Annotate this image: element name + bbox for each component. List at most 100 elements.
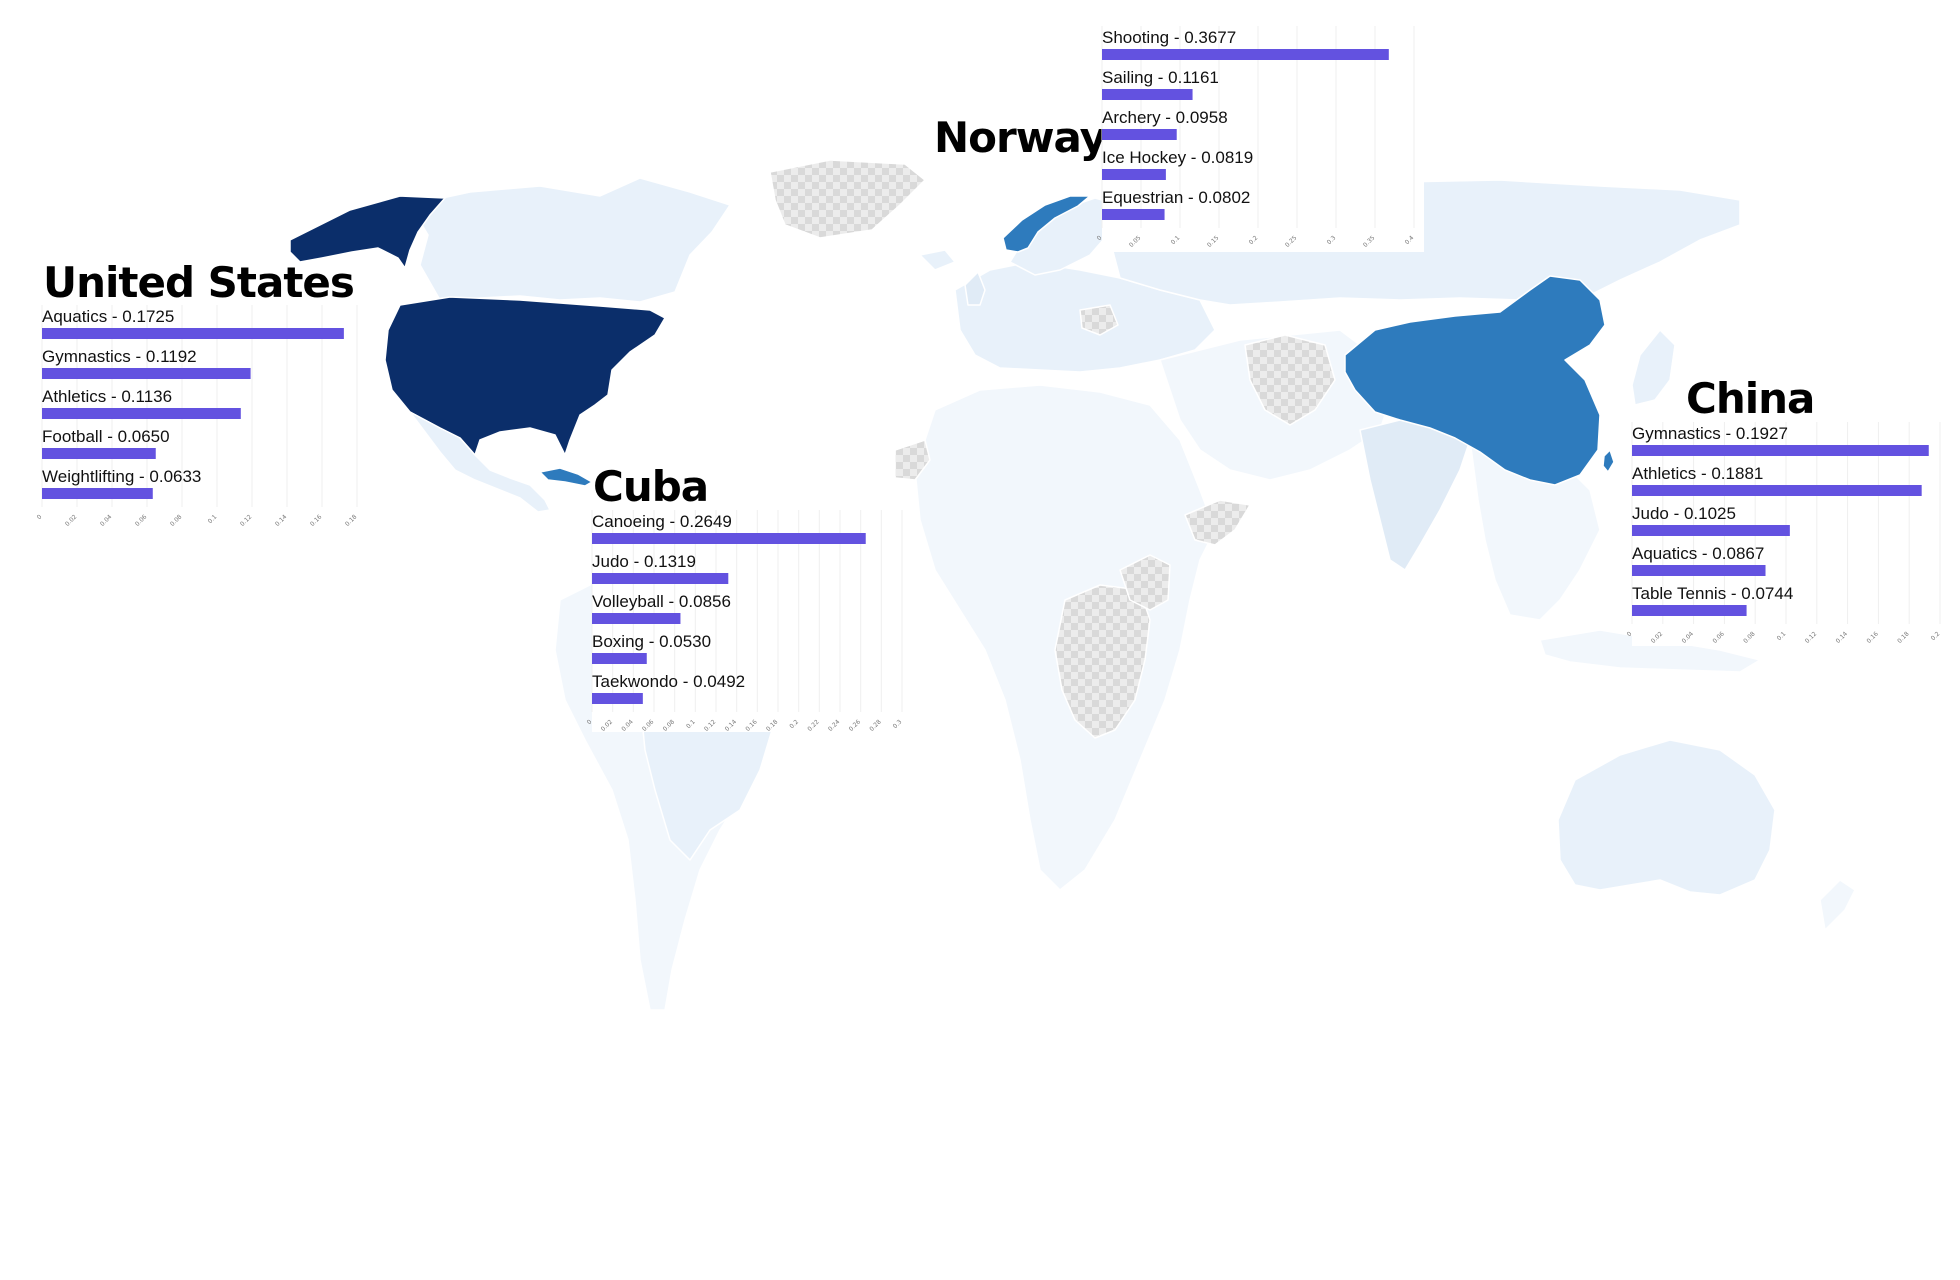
tick-label: 0.02 bbox=[1650, 630, 1665, 645]
bar-label-archery: Archery - 0.0958 bbox=[1102, 108, 1228, 127]
tick-label: 0.1 bbox=[685, 718, 697, 730]
taiwan-shape[interactable] bbox=[1602, 449, 1615, 473]
tick-label: 0.3 bbox=[892, 718, 904, 730]
tick-label: 0.1 bbox=[1170, 234, 1182, 246]
tick-label: 0.3 bbox=[1326, 234, 1338, 246]
tick-label: 0.14 bbox=[724, 718, 739, 733]
tick-label: 0.06 bbox=[1711, 630, 1726, 645]
norway-title: Norway bbox=[934, 113, 1107, 162]
bar-gymnastics[interactable] bbox=[1632, 445, 1929, 456]
bar-equestrian[interactable] bbox=[1102, 209, 1165, 220]
alaska-shape[interactable] bbox=[289, 195, 446, 269]
tick-label: 0.24 bbox=[827, 718, 842, 733]
bar-gymnastics[interactable] bbox=[42, 368, 251, 379]
tick-label: 0.12 bbox=[703, 718, 718, 733]
tick-label: 0.06 bbox=[641, 718, 656, 733]
bar-label-canoeing: Canoeing - 0.2649 bbox=[592, 512, 732, 531]
iceland-shape bbox=[919, 249, 956, 271]
bar-boxing[interactable] bbox=[592, 653, 647, 664]
bar-label-gymnastics: Gymnastics - 0.1927 bbox=[1632, 424, 1788, 443]
bar-label-equestrian: Equestrian - 0.0802 bbox=[1102, 188, 1250, 207]
tick-label: 0.28 bbox=[868, 718, 883, 733]
bar-label-volleyball: Volleyball - 0.0856 bbox=[592, 592, 731, 611]
tick-label: 0.18 bbox=[1896, 630, 1911, 645]
tick-label: 0.12 bbox=[239, 513, 254, 528]
bar-label-football: Football - 0.0650 bbox=[42, 427, 170, 446]
bar-sailing[interactable] bbox=[1102, 89, 1193, 100]
tick-label: 0.25 bbox=[1284, 234, 1299, 249]
bar-label-table-tennis: Table Tennis - 0.0744 bbox=[1632, 584, 1793, 603]
bar-judo[interactable] bbox=[1632, 525, 1790, 536]
bar-volleyball[interactable] bbox=[592, 613, 681, 624]
bar-taekwondo[interactable] bbox=[592, 693, 643, 704]
bar-label-shooting: Shooting - 0.3677 bbox=[1102, 28, 1236, 47]
bar-canoeing[interactable] bbox=[592, 533, 866, 544]
bar-label-aquatics: Aquatics - 0.1725 bbox=[42, 307, 174, 326]
cuba-shape[interactable] bbox=[539, 467, 593, 487]
bar-archery[interactable] bbox=[1102, 129, 1177, 140]
bar-athletics[interactable] bbox=[1632, 485, 1922, 496]
bar-aquatics[interactable] bbox=[42, 328, 344, 339]
sahel-nodata-shape[interactable] bbox=[1119, 554, 1171, 611]
tick-label: 0.1 bbox=[1776, 630, 1788, 642]
balkan-nodata-shape[interactable] bbox=[1079, 304, 1119, 336]
tick-label: 0.04 bbox=[99, 513, 114, 528]
bar-label-ice-hockey: Ice Hockey - 0.0819 bbox=[1102, 148, 1253, 167]
tick-label: 0 bbox=[1626, 630, 1634, 638]
bar-label-athletics: Athletics - 0.1136 bbox=[42, 387, 172, 406]
tick-label: 0.04 bbox=[1681, 630, 1696, 645]
tick-label: 0.18 bbox=[765, 718, 780, 733]
bar-label-sailing: Sailing - 0.1161 bbox=[1102, 68, 1219, 87]
mexico-central-america-shape bbox=[409, 411, 551, 513]
canada-shape bbox=[409, 177, 731, 303]
bar-label-judo: Judo - 0.1025 bbox=[1632, 504, 1736, 523]
china-title: China bbox=[1686, 374, 1815, 423]
tick-label: 0.16 bbox=[1865, 630, 1880, 645]
tick-label: 0.26 bbox=[848, 718, 863, 733]
bar-judo[interactable] bbox=[592, 573, 729, 584]
tick-label: 0.08 bbox=[1742, 630, 1757, 645]
tick-label: 0.16 bbox=[744, 718, 759, 733]
horn-africa-nodata-shape[interactable] bbox=[1184, 499, 1251, 546]
tick-label: 0 bbox=[1096, 234, 1104, 242]
tick-label: 0.06 bbox=[134, 513, 149, 528]
western-sahara-nodata-shape[interactable] bbox=[894, 439, 931, 481]
bar-football[interactable] bbox=[42, 448, 156, 459]
tick-label: 0.4 bbox=[1404, 234, 1416, 246]
norway-shape[interactable] bbox=[1002, 195, 1091, 253]
central-asia-nodata-shape[interactable] bbox=[1244, 334, 1336, 426]
tick-label: 0.15 bbox=[1206, 234, 1221, 249]
bar-label-gymnastics: Gymnastics - 0.1192 bbox=[42, 347, 197, 366]
china-chart: Gymnastics - 0.1927 Athletics - 0.1881 Jud… bbox=[1626, 422, 1950, 646]
bar-athletics[interactable] bbox=[42, 408, 241, 419]
tick-label: 0.14 bbox=[1835, 630, 1850, 645]
tick-label: 0.14 bbox=[274, 513, 289, 528]
bar-aquatics[interactable] bbox=[1632, 565, 1766, 576]
bar-ice-hockey[interactable] bbox=[1102, 169, 1166, 180]
tick-label: 0.08 bbox=[662, 718, 677, 733]
tick-label: 0.18 bbox=[344, 513, 359, 528]
tick-label: 0.02 bbox=[600, 718, 615, 733]
cuba-title: Cuba bbox=[593, 462, 709, 511]
bar-label-athletics: Athletics - 0.1881 bbox=[1632, 464, 1763, 483]
tick-label: 0.05 bbox=[1128, 234, 1143, 249]
tick-label: 0 bbox=[36, 513, 44, 521]
tick-label: 0.22 bbox=[806, 718, 821, 733]
tick-label: 0.04 bbox=[620, 718, 635, 733]
china-shape[interactable] bbox=[1344, 275, 1606, 486]
bar-table-tennis[interactable] bbox=[1632, 605, 1747, 616]
india-shape bbox=[1359, 419, 1471, 571]
bar-shooting[interactable] bbox=[1102, 49, 1389, 60]
bar-label-aquatics: Aquatics - 0.0867 bbox=[1632, 544, 1764, 563]
tick-label: 0.12 bbox=[1804, 630, 1819, 645]
tick-label: 0.35 bbox=[1362, 234, 1377, 249]
tick-label: 0 bbox=[586, 718, 594, 726]
tick-label: 0.2 bbox=[788, 718, 800, 730]
bar-weightlifting[interactable] bbox=[42, 488, 153, 499]
tick-label: 0.2 bbox=[1248, 234, 1260, 246]
greenland-shape[interactable] bbox=[769, 159, 926, 239]
bar-label-judo: Judo - 0.1319 bbox=[592, 552, 696, 571]
bar-label-taekwondo: Taekwondo - 0.0492 bbox=[592, 672, 745, 691]
tick-label: 0.2 bbox=[1930, 630, 1942, 642]
